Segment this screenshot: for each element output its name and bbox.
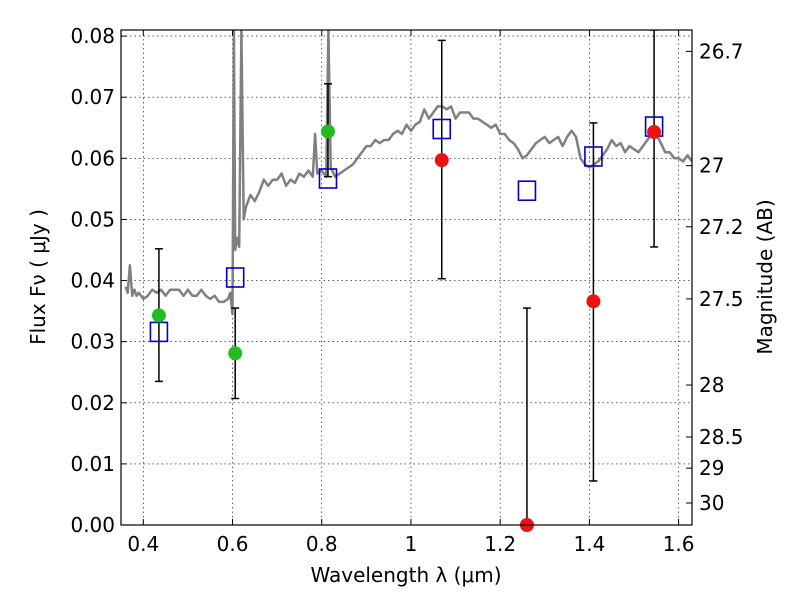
limit-point: [434, 153, 449, 168]
detection-point: [320, 124, 335, 139]
x-tick-label: 1.2: [484, 532, 516, 556]
y-tick-label: 0.07: [70, 85, 115, 109]
y-tick-label: 0.00: [70, 513, 115, 537]
right-tick-label: 30: [699, 491, 724, 515]
y-tick-label: 0.04: [70, 269, 115, 293]
x-tick-label: 1.4: [573, 532, 605, 556]
y-tick-label: 0.02: [70, 391, 115, 415]
y-tick-label: 0.05: [70, 207, 115, 231]
y-tick-label: 0.08: [70, 24, 115, 48]
limit-point: [647, 125, 662, 140]
right-tick-label: 28: [699, 373, 724, 397]
grid-layer: [121, 30, 692, 526]
model-square-marker: [584, 146, 603, 167]
tick-layer: 0.4 0.6 0.8 1 1.2 1.4 1.6 0.00 0.01 0.02 0.03 0.04 0…: [70, 24, 743, 556]
y-tick-label: 0.03: [70, 330, 115, 354]
model-square-marker: [432, 118, 452, 140]
plot-layer: [124, 30, 692, 525]
x-axis-label: Wavelength λ (μm): [310, 563, 501, 587]
right-tick-label: 27.2: [699, 215, 744, 239]
right-tick-label: 27.5: [699, 287, 744, 311]
plot-frame: [120, 29, 693, 526]
right-tick-label: 26.7: [699, 39, 744, 63]
right-tick-label: 28.5: [699, 425, 744, 449]
x-tick-label: 1: [405, 532, 418, 556]
x-tick-label: 0.4: [127, 532, 159, 556]
right-tick-label: 29: [699, 456, 724, 480]
right-tick-label: 27: [699, 154, 724, 178]
y-axis-label-right: Magnitude (AB): [753, 199, 777, 354]
spectrum-line: [124, 30, 692, 316]
y-tick-label: 0.06: [70, 146, 115, 170]
detection-point: [151, 308, 166, 323]
limit-point: [586, 294, 601, 309]
model-square-marker: [225, 267, 245, 288]
x-tick-label: 0.8: [306, 532, 338, 556]
detection-point: [228, 346, 243, 361]
model-square-marker: [318, 168, 338, 189]
y-axis-label: Flux Fν ( μJy ): [26, 209, 50, 345]
overlay-layer: [149, 116, 664, 532]
model-square-marker: [517, 180, 537, 202]
x-tick-label: 0.6: [217, 532, 249, 556]
y-tick-label: 0.01: [70, 452, 115, 476]
x-tick-label: 1.6: [663, 532, 695, 556]
